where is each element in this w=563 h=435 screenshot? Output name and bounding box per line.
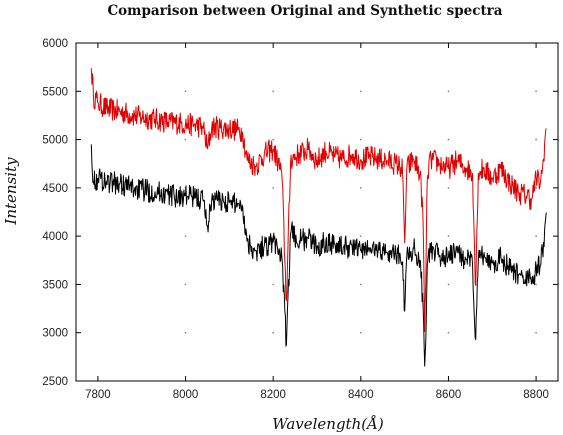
grid-dot <box>535 138 537 141</box>
y-tick-label: 5000 <box>42 135 68 147</box>
x-tick-label: 7800 <box>85 389 111 401</box>
grid-dot <box>360 187 362 189</box>
grid-dot <box>360 331 362 334</box>
y-tick-label: 4000 <box>42 231 68 243</box>
grid-dot <box>184 138 187 141</box>
y-tick-label: 6000 <box>42 38 68 50</box>
x-tick-label: 8600 <box>436 389 462 401</box>
grid-dot <box>272 283 274 286</box>
chart-title: Comparison between Original and Syntheti… <box>107 3 502 19</box>
grid-dot <box>272 187 274 189</box>
grid-dot <box>535 187 537 189</box>
grid-dot <box>360 235 362 237</box>
y-tick-label: 2500 <box>42 376 68 388</box>
y-tick-label: 5500 <box>42 86 68 98</box>
grid-dot <box>184 283 187 286</box>
grid-dot <box>272 138 274 141</box>
y-tick-label: 3000 <box>42 328 68 340</box>
grid-dot <box>535 331 537 334</box>
grid-dot <box>360 138 362 141</box>
y-tick-label: 3500 <box>42 279 68 291</box>
grid-dot <box>447 331 450 334</box>
grid-dot <box>447 283 450 286</box>
grid-dot <box>184 235 187 237</box>
x-tick-label: 8400 <box>348 389 374 401</box>
grid-dot <box>535 235 537 237</box>
grid-dot <box>447 187 450 189</box>
grid-dot <box>272 331 274 334</box>
y-axis-label: Intensity <box>2 157 20 226</box>
x-tick-label: 8000 <box>173 389 199 401</box>
grid-dot <box>360 283 362 286</box>
series-group <box>90 68 547 367</box>
x-tick-label: 8200 <box>260 389 286 401</box>
grid-dot <box>184 331 187 334</box>
grid-dot <box>447 138 450 141</box>
grid-dot <box>535 90 537 93</box>
series-line-red <box>90 68 547 332</box>
series-line-black <box>90 144 547 367</box>
grid-dot <box>360 90 362 93</box>
grid-dot <box>447 90 450 93</box>
x-tick-label: 8800 <box>523 389 549 401</box>
y-tick-label: 4500 <box>42 183 68 195</box>
grid-dot <box>447 235 450 237</box>
plot-frame <box>75 42 559 382</box>
grid-dot <box>272 90 274 93</box>
x-axis-label: Wavelength(Å) <box>272 415 384 433</box>
grid-dot <box>535 283 537 286</box>
axis-ticks: 7800 8000 8200 8400 8600 8800 2500 3000 3500 4000… <box>42 38 558 401</box>
grid-dot <box>184 90 187 93</box>
